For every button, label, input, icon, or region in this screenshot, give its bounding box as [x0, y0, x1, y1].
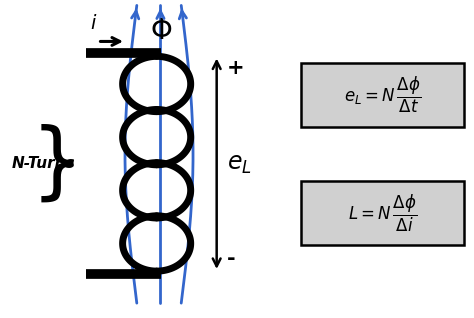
- Text: $L = N\,\dfrac{\Delta\phi}{\Delta i}$: $L = N\,\dfrac{\Delta\phi}{\Delta i}$: [348, 193, 417, 234]
- Text: $\Phi$: $\Phi$: [150, 17, 173, 45]
- FancyBboxPatch shape: [301, 182, 464, 245]
- Text: $e_L$: $e_L$: [227, 152, 252, 176]
- Text: }: }: [30, 123, 83, 204]
- Text: $e_L = N\,\dfrac{\Delta\phi}{\Delta t}$: $e_L = N\,\dfrac{\Delta\phi}{\Delta t}$: [344, 75, 421, 115]
- Text: -: -: [227, 250, 236, 269]
- Text: $i$: $i$: [91, 14, 98, 33]
- Text: +: +: [227, 58, 245, 78]
- Text: N-Turns: N-Turns: [11, 156, 75, 171]
- FancyBboxPatch shape: [301, 63, 464, 127]
